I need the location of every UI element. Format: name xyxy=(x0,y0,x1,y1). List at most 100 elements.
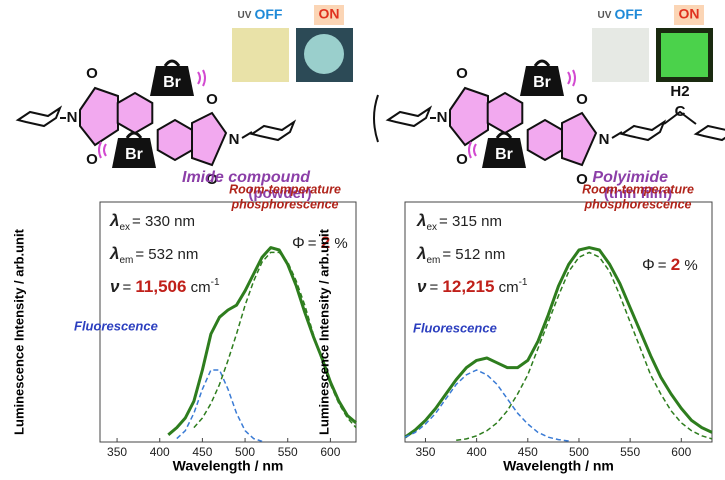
bromine-label: Br xyxy=(163,74,181,91)
atom: O xyxy=(456,151,468,168)
weight-handle xyxy=(163,59,181,67)
plot-frame xyxy=(99,201,357,443)
weight xyxy=(520,66,564,96)
benzene-ring xyxy=(526,118,564,162)
text-part: Φ xyxy=(292,235,305,252)
atom: O xyxy=(86,65,98,82)
photo-label: UV OFF xyxy=(598,6,643,22)
fit-curve xyxy=(404,369,569,442)
atom: N xyxy=(229,131,240,148)
x-tick-label: 600 xyxy=(671,445,691,459)
caption: (powder) xyxy=(248,185,311,202)
x-tick-label: 500 xyxy=(569,445,589,459)
atom: O xyxy=(456,65,468,82)
text-part: 11,506 xyxy=(135,277,186,296)
text-part: % xyxy=(330,235,348,252)
text-part: UV xyxy=(598,10,612,21)
atom: C xyxy=(675,103,686,120)
plot-frame xyxy=(404,201,713,443)
spectrum-line xyxy=(404,246,713,439)
x-tick-label: 550 xyxy=(620,445,640,459)
text-part: = xyxy=(658,257,671,274)
caption: (thin film) xyxy=(604,185,672,202)
y-axis-label: Luminescence Intensity / arb.unit xyxy=(316,228,331,435)
parameter: λem = 532 nm xyxy=(109,244,198,265)
photo-label: ON xyxy=(679,6,700,22)
weight-handle xyxy=(495,131,513,139)
parameter: λem = 512 nm xyxy=(416,244,505,265)
vibration-mark xyxy=(572,69,576,87)
phosphorescence-label: Room-temperature xyxy=(229,182,341,196)
caption: Imide compound xyxy=(182,169,311,186)
text-part: λ xyxy=(416,244,426,263)
on-badge xyxy=(674,5,704,25)
text-part: = 532 nm xyxy=(135,246,198,263)
weight-handle xyxy=(125,131,143,139)
text-part: λ xyxy=(109,244,119,263)
text-part: ex xyxy=(119,222,130,233)
text-part: = xyxy=(122,279,135,296)
text-part: ν xyxy=(110,277,120,296)
vibration-mark xyxy=(202,69,206,87)
parameter: ν = 11,506 cm-1 xyxy=(110,277,220,297)
imide-ring xyxy=(191,111,228,167)
spectrum-line xyxy=(167,246,357,436)
text-part: = 512 nm xyxy=(442,246,505,263)
benzene-ring xyxy=(116,91,154,135)
text-part: λ xyxy=(109,211,119,230)
x-tick-label: 600 xyxy=(320,445,340,459)
text-part: 2 xyxy=(321,233,330,252)
bromine-label: Br xyxy=(125,146,143,163)
y-axis-label: Luminescence Intensity / arb.unit xyxy=(11,228,26,435)
bromine-label: Br xyxy=(533,74,551,91)
bond xyxy=(663,110,697,125)
text-part: = 315 nm xyxy=(439,213,502,230)
text-part: 2 xyxy=(671,255,680,274)
fit-curve xyxy=(456,251,713,442)
glow xyxy=(304,34,344,74)
atom: N xyxy=(67,109,78,126)
quantum-yield: Φ = 2 % xyxy=(292,233,348,252)
x-tick-label: 350 xyxy=(415,445,435,459)
text-part: Φ xyxy=(642,257,655,274)
imide-ring xyxy=(79,86,119,147)
benzene-ring xyxy=(486,91,524,135)
quantum-yield: Φ = 2 % xyxy=(642,255,698,274)
vibration-mark xyxy=(473,143,477,157)
text-part: % xyxy=(680,257,698,274)
weight xyxy=(112,138,156,168)
text-part: 12,215 xyxy=(442,277,494,296)
cyclohexane xyxy=(385,105,433,128)
text-part: ex xyxy=(426,222,437,233)
atom: N xyxy=(437,109,448,126)
text-part: cm xyxy=(494,279,518,296)
imide-ring xyxy=(561,111,598,167)
atom: O xyxy=(206,91,218,108)
text-part: UV xyxy=(238,10,252,21)
on-badge xyxy=(314,5,344,25)
atom: H2 xyxy=(670,83,689,100)
vibration-mark xyxy=(103,143,107,157)
x-tick-label: 500 xyxy=(235,445,255,459)
text-part: em xyxy=(426,255,440,266)
x-tick-label: 350 xyxy=(107,445,127,459)
cyclohexane xyxy=(619,119,667,142)
vibration-mark xyxy=(468,141,472,159)
bromine-label: Br xyxy=(495,146,513,163)
vibration-mark xyxy=(567,71,571,85)
x-tick-label: 450 xyxy=(192,445,212,459)
text-part: -1 xyxy=(211,277,220,288)
text-part: λ xyxy=(416,211,426,230)
text-part: cm xyxy=(186,279,210,296)
photo-label: ON xyxy=(319,6,340,22)
x-tick-label: 450 xyxy=(518,445,538,459)
photo-off xyxy=(232,28,289,82)
weight-handle xyxy=(533,59,551,67)
phosphorescence-label: phosphorescence xyxy=(584,197,692,211)
parameter: λex = 330 nm xyxy=(109,211,195,232)
cyclohexane xyxy=(249,119,297,142)
text-part: OFF xyxy=(614,6,642,22)
phosphorescence-label: Room-temperature xyxy=(582,182,694,196)
atom: O xyxy=(576,171,588,188)
